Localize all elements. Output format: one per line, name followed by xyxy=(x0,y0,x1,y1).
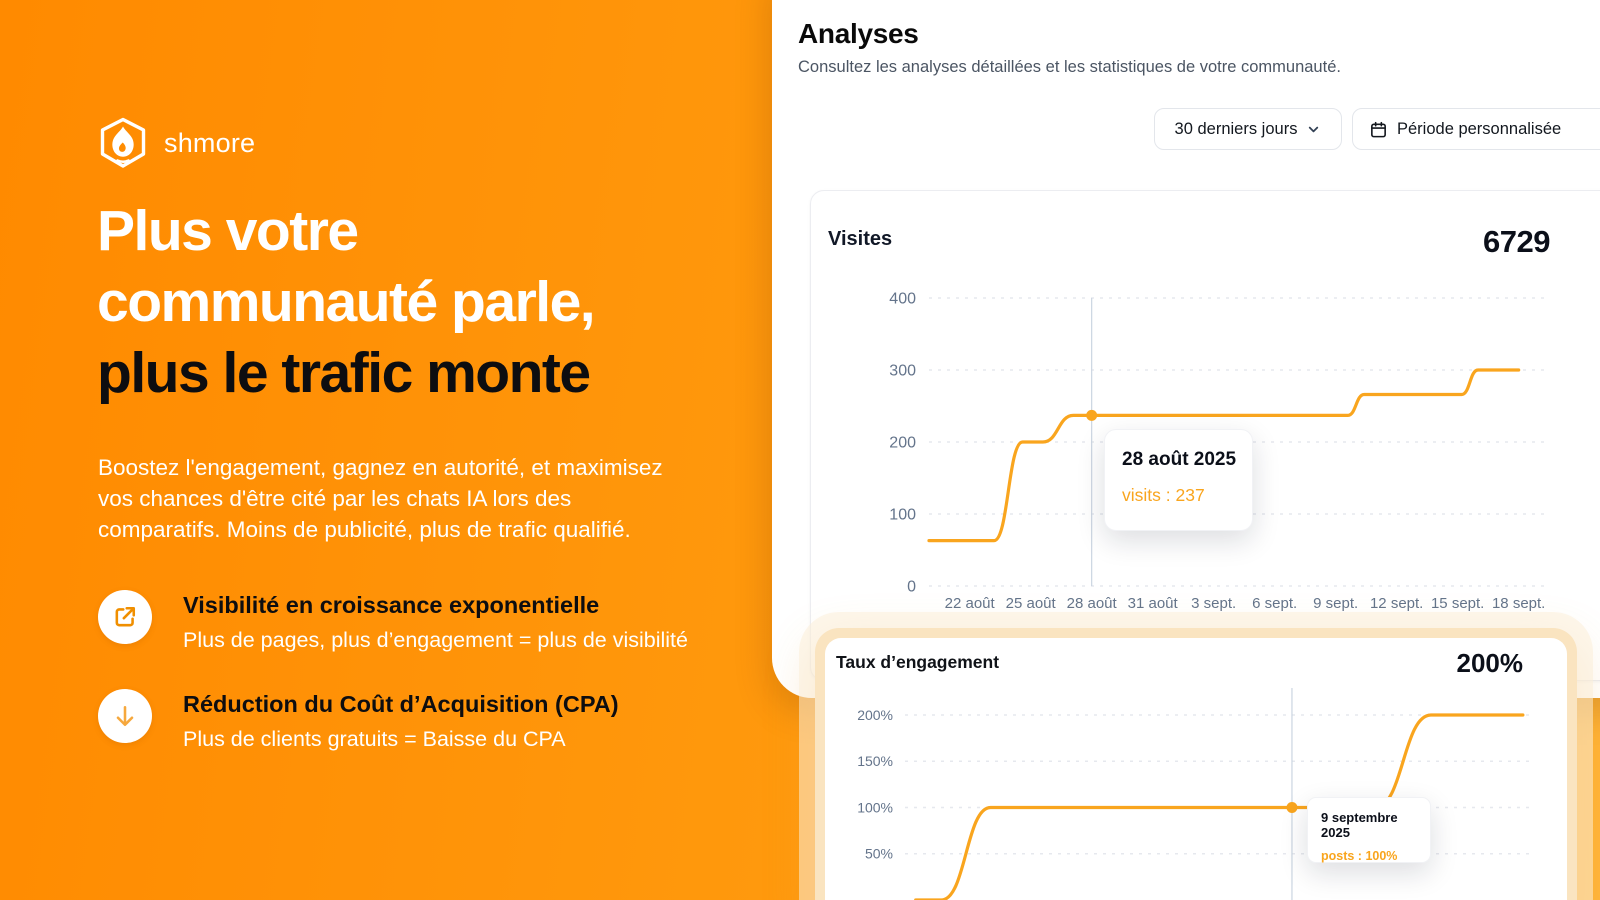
calendar-icon xyxy=(1369,120,1388,139)
hero-headline: Plus votre communauté parle, plus le tra… xyxy=(97,196,596,409)
svg-text:15 sept.: 15 sept. xyxy=(1431,595,1484,612)
svg-text:200: 200 xyxy=(889,435,916,452)
svg-text:100%: 100% xyxy=(857,799,893,815)
svg-text:50%: 50% xyxy=(865,846,893,862)
svg-text:22 août: 22 août xyxy=(945,595,996,612)
arrow-down-icon xyxy=(111,702,139,730)
page-title: Analyses xyxy=(798,18,919,49)
feature-title: Visibilité en croissance exponentielle xyxy=(183,592,600,618)
svg-text:9 sept.: 9 sept. xyxy=(1313,595,1358,612)
engagement-total: 200% xyxy=(1456,648,1524,678)
feature-subtitle: Plus de clients gratuits = Baisse du CPA xyxy=(183,727,566,751)
feature-icon-circle xyxy=(98,590,152,644)
date-range-label: 30 derniers jours xyxy=(1174,119,1298,138)
brand-name: shmore xyxy=(164,127,256,158)
svg-text:200%: 200% xyxy=(857,707,893,723)
hero-headline-line2: communauté parle, xyxy=(97,270,596,334)
hero-headline-line1: Plus votre xyxy=(97,199,359,263)
custom-period-label: Période personnalisée xyxy=(1397,119,1562,138)
feature-item-cpa: Réduction du Coût d’Acquisition (CPA) Pl… xyxy=(98,689,619,752)
svg-text:25 août: 25 août xyxy=(1006,595,1057,612)
visits-chart[interactable]: 0 100 200 300 400 22 août 25 août 28 août 31 aoû… xyxy=(840,270,1600,620)
engagement-card-title: Taux d’engagement xyxy=(836,652,1000,672)
tooltip-value: visits : 237 xyxy=(1122,485,1205,505)
svg-text:3 sept.: 3 sept. xyxy=(1191,595,1236,612)
engagement-card xyxy=(815,628,1577,900)
svg-text:100: 100 xyxy=(889,507,916,524)
brand-logo-flame-icon xyxy=(96,116,150,170)
tooltip-date: 28 août 2025 xyxy=(1122,449,1237,470)
feature-item-visibility: Visibilité en croissance exponentielle P… xyxy=(98,590,688,653)
feature-title: Réduction du Coût d’Acquisition (CPA) xyxy=(183,691,619,717)
date-range-button[interactable]: 30 derniers jours xyxy=(1154,108,1342,150)
visits-total: 6729 xyxy=(1483,224,1550,259)
svg-text:12 sept.: 12 sept. xyxy=(1370,595,1423,612)
svg-text:300: 300 xyxy=(889,363,916,380)
svg-text:6 sept.: 6 sept. xyxy=(1252,595,1297,612)
svg-text:31 août: 31 août xyxy=(1128,595,1179,612)
feature-icon-circle xyxy=(98,689,152,743)
hero-paragraph: Boostez l'engagement, gagnez en autorité… xyxy=(98,455,663,542)
tooltip-value: posts : 100% xyxy=(1321,849,1398,863)
svg-text:150%: 150% xyxy=(857,753,893,769)
tooltip-date: 9 septembre 2025 xyxy=(1321,810,1398,840)
external-link-icon xyxy=(111,603,139,631)
svg-text:400: 400 xyxy=(889,291,916,308)
brand: shmore xyxy=(96,116,255,170)
chart-tooltip-engagement: 9 septembre 2025 posts : 100% xyxy=(1307,797,1431,863)
chevron-down-icon xyxy=(1306,122,1321,137)
svg-text:18 sept.: 18 sept. xyxy=(1492,595,1545,612)
feature-subtitle: Plus de pages, plus d’engagement = plus … xyxy=(183,628,688,652)
page-subtitle: Consultez les analyses détaillées et les… xyxy=(798,58,1341,76)
svg-text:0: 0 xyxy=(907,579,916,596)
visits-card-title: Visites xyxy=(828,228,893,250)
hero-headline-line3: plus le trafic monte xyxy=(97,341,591,405)
engagement-chart[interactable]: 50% 100% 150% 200% xyxy=(840,682,1540,900)
custom-period-button[interactable]: Période personnalisée xyxy=(1352,108,1600,150)
svg-text:28 août: 28 août xyxy=(1067,595,1118,612)
chart-tooltip-visits: 28 août 2025 visits : 237 xyxy=(1104,429,1253,531)
